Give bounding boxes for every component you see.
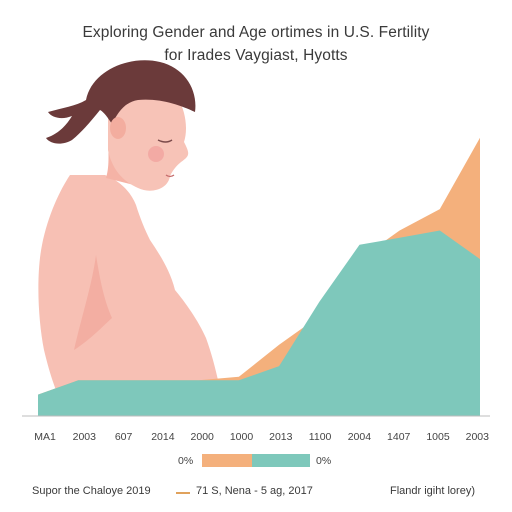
x-tick-label: 2014	[151, 431, 175, 443]
x-tick-label: 2000	[191, 431, 215, 443]
x-tick-label: 1407	[387, 431, 411, 443]
x-tick-label: 2004	[348, 431, 372, 443]
woman-mouth	[165, 174, 175, 178]
x-tick-labels: MA1 2003 607 2014 2000 1000 2013 1100 2004 1407 10…	[34, 431, 489, 443]
legend-swatch-orange	[202, 454, 254, 467]
pregnant-woman-illustration	[38, 60, 222, 398]
legend-right-label: 0%	[316, 455, 332, 467]
woman-face	[108, 82, 189, 191]
area-series-group	[38, 137, 480, 417]
footer-middle-line	[176, 492, 190, 494]
legend-left-label: 0%	[178, 455, 194, 467]
footer-middle-text: 71 S, Nena - 5 ag, 2017	[196, 485, 313, 497]
chart-title-line1: Exploring Gender and Age ortimes in U.S.…	[82, 24, 430, 41]
woman-cheek	[148, 146, 164, 162]
x-tick-label: 2003	[466, 431, 490, 443]
chart-title-line2: for Irades Vaygiast, Hyotts	[164, 47, 348, 64]
footer-right-text: Flandr igiht lorey)	[390, 485, 475, 497]
area-series-0	[38, 230, 480, 416]
woman-body	[38, 175, 222, 398]
x-tick-label: MA1	[34, 431, 56, 443]
woman-hair	[46, 60, 196, 144]
footer-left-text: Supor the Chaloye 2019	[32, 485, 151, 497]
x-tick-label: 607	[115, 431, 133, 443]
woman-eye	[157, 139, 173, 143]
woman-ear	[110, 117, 126, 139]
woman-arm	[74, 255, 112, 350]
x-tick-label: 1000	[230, 431, 254, 443]
legend-swatch-teal	[252, 454, 310, 467]
x-tick-label: 2013	[269, 431, 293, 443]
x-tick-label: 1005	[426, 431, 450, 443]
x-tick-label: 2003	[73, 431, 97, 443]
x-tick-label: 1100	[309, 431, 332, 443]
